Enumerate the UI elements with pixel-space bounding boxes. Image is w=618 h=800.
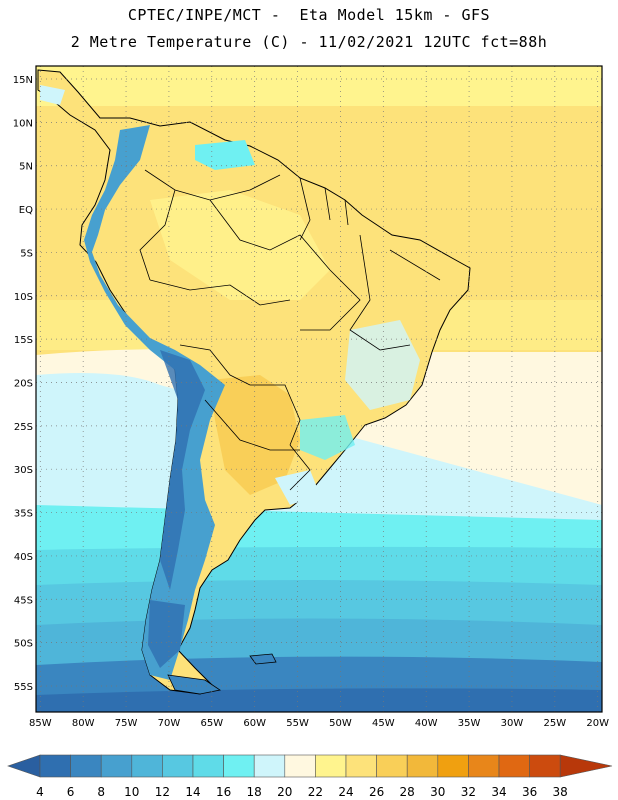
colorbar-swatch xyxy=(162,754,194,778)
colorbar-label: 10 xyxy=(124,785,139,799)
colorbar-swatch xyxy=(131,754,163,778)
map-frame xyxy=(35,65,603,713)
latitude-label: 25S xyxy=(14,422,33,433)
colorbar-label: 20 xyxy=(277,785,292,799)
colorbar-swatch xyxy=(315,754,347,778)
latitude-label: 15S xyxy=(14,335,33,346)
colorbar-swatch xyxy=(437,754,469,778)
colorbar-swatch xyxy=(376,754,408,778)
longitude-label: 25W xyxy=(544,718,567,729)
latitude-label: 5N xyxy=(19,162,33,173)
latitude-label: 15N xyxy=(13,75,33,86)
latitude-label: 50S xyxy=(14,639,33,650)
colorbar-swatch xyxy=(223,754,255,778)
latitude-label: 30S xyxy=(14,465,33,476)
temperature-field xyxy=(36,66,602,712)
colorbar-swatch xyxy=(529,754,561,778)
colorbar-label: 22 xyxy=(308,785,323,799)
colorbar-label: 12 xyxy=(155,785,170,799)
latitude-labels: 15N 10N 5N EQ 5S 10S 15S 20S 25S 30S 35S 40S 45S 50S 5… xyxy=(13,75,33,693)
latitude-label: 45S xyxy=(14,595,33,606)
colorbar-swatch xyxy=(284,754,316,778)
longitude-label: 65W xyxy=(200,718,223,729)
colorbar-swatch xyxy=(345,754,377,778)
longitude-label: 80W xyxy=(72,718,95,729)
longitude-label: 55W xyxy=(286,718,309,729)
colorbar-label: 16 xyxy=(216,785,231,799)
colorbar-label: 26 xyxy=(369,785,384,799)
longitude-label: 35W xyxy=(458,718,481,729)
country-borders xyxy=(139,169,441,491)
colorbar-swatch xyxy=(39,754,71,778)
colorbar-label: 32 xyxy=(461,785,476,799)
longitude-label: 60W xyxy=(243,718,266,729)
colorbar-label: 36 xyxy=(522,785,537,799)
longitude-label: 75W xyxy=(115,718,138,729)
colorbar-label: 8 xyxy=(97,785,105,799)
colorbar-low-arrow xyxy=(7,754,41,778)
colorbar-swatch xyxy=(192,754,224,778)
colorbar-swatch xyxy=(70,754,102,778)
falkland-islands xyxy=(249,653,277,665)
latitude-label: 5S xyxy=(20,248,33,259)
longitude-label: 30W xyxy=(501,718,524,729)
longitude-label: 45W xyxy=(372,718,395,729)
map-subtitle: 2 Metre Temperature (C) - 11/02/2021 12U… xyxy=(70,33,548,51)
colorbar-label: 4 xyxy=(36,785,44,799)
colorbar-label: 34 xyxy=(491,785,506,799)
latitude-label: 35S xyxy=(14,509,33,520)
colorbar-swatch xyxy=(498,754,530,778)
latitude-label: 10S xyxy=(14,292,33,303)
colorbar-swatch xyxy=(406,754,439,778)
andes-cold-band xyxy=(84,125,225,680)
colorbar-label: 30 xyxy=(430,785,445,799)
tierra-del-fuego xyxy=(167,674,222,695)
latitude-label: 55S xyxy=(14,682,33,693)
longitude-label: 20W xyxy=(586,718,609,729)
longitude-label: 85W xyxy=(29,718,52,729)
colorbar-label: 14 xyxy=(185,785,200,799)
latitude-label: 20S xyxy=(14,378,33,389)
colorbar-label: 24 xyxy=(338,785,353,799)
colorbar-label: 28 xyxy=(400,785,415,799)
longitude-label: 50W xyxy=(329,718,352,729)
colorbar-swatch xyxy=(253,754,286,778)
longitude-label: 40W xyxy=(415,718,438,729)
colorbar-swatch xyxy=(100,754,133,778)
colorbar-high-arrow xyxy=(559,754,613,778)
longitude-labels: 85W 80W 75W 70W 65W 60W 55W 50W 45W 40W 35W 30W 25W 2… xyxy=(29,718,609,729)
colorbar-label: 18 xyxy=(247,785,262,799)
colorbar-label: 6 xyxy=(67,785,75,799)
colorbar-swatch xyxy=(468,754,500,778)
map-title: CPTEC/INPE/MCT - Eta Model 15km - GFS xyxy=(127,6,491,24)
colorbar-label: 38 xyxy=(553,785,568,799)
latitude-label: 40S xyxy=(14,552,33,563)
latitude-label: 10N xyxy=(13,118,33,129)
temperature-colorbar: 4 6 8 10 12 14 16 18 20 22 24 26 28 30 32 34 36 38 xyxy=(7,754,613,799)
latitude-label: EQ xyxy=(19,205,33,216)
longitude-label: 70W xyxy=(158,718,181,729)
